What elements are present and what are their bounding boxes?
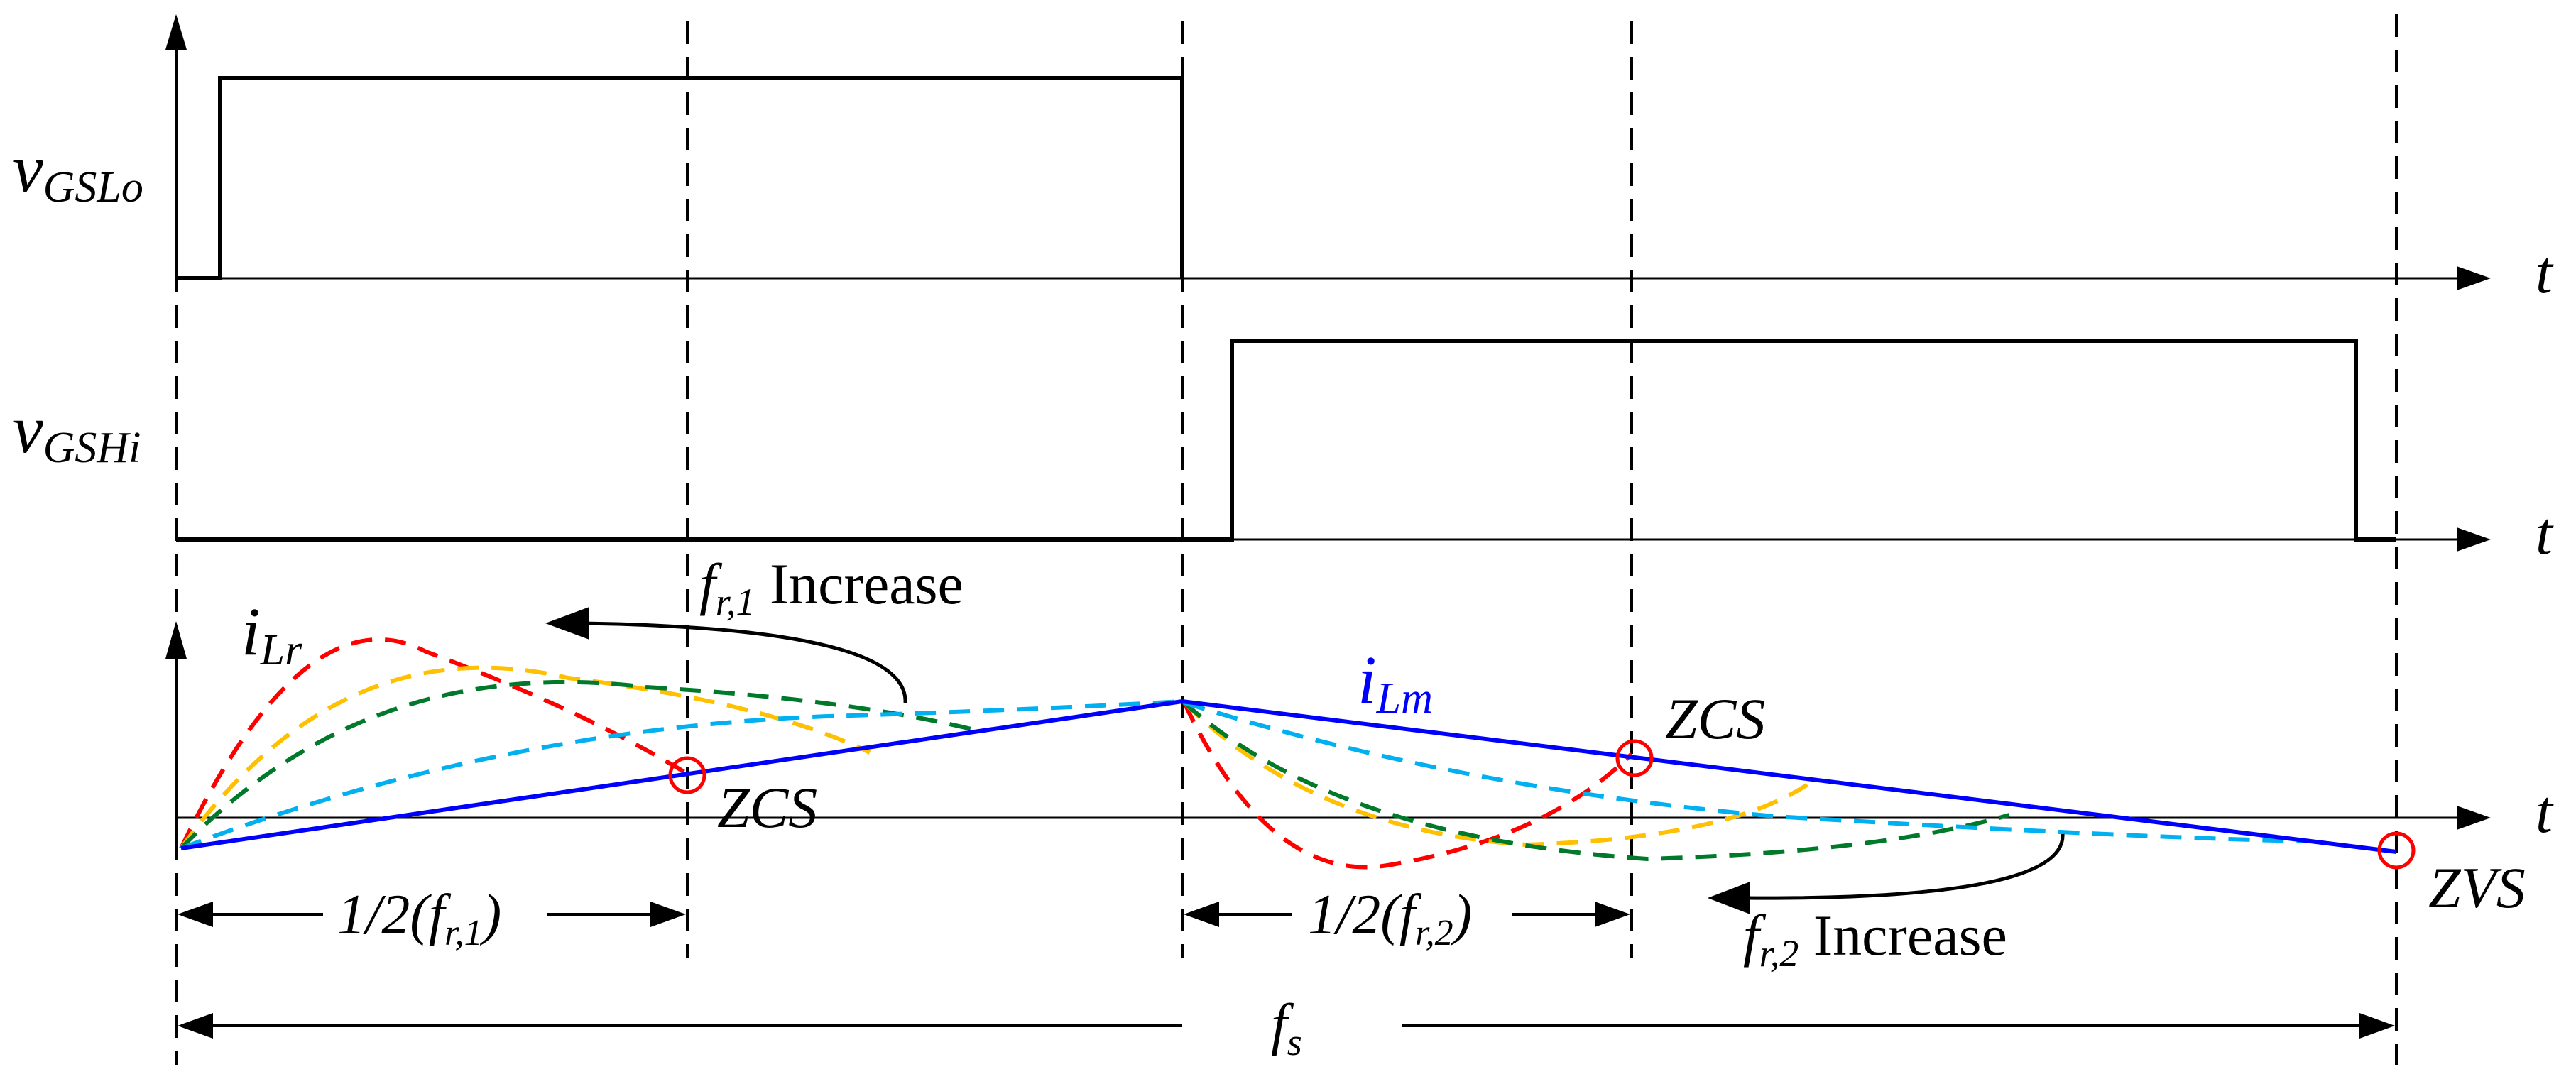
resonant-current-label: iLr <box>241 593 302 674</box>
ilr-curve-cyan-1 <box>180 699 1183 850</box>
time-axis-1-arrow <box>2457 266 2491 290</box>
half-period-1-prefix: 1/2( <box>337 884 432 946</box>
ilr-curve-green-1 <box>179 679 981 850</box>
zcs-marker-1 <box>668 756 706 794</box>
fr2-subscript: r,2 <box>1759 932 1799 975</box>
time-axis-3-arrow <box>2457 806 2491 830</box>
zvs-marker <box>2377 831 2416 870</box>
gate-high-waveform <box>176 339 2396 542</box>
time-label-3: t <box>2536 777 2554 845</box>
half-period-2-suffix: ) <box>1451 884 1473 946</box>
ilm-symbol: i <box>1358 642 1377 718</box>
time-label-2: t <box>2536 499 2554 567</box>
half-period-1-suffix: ) <box>480 884 502 946</box>
fr1-increase-text: Increase <box>755 552 964 616</box>
zcs-label-2: ZCS <box>1665 686 1765 751</box>
v-axis-bottom-arrow <box>165 621 187 659</box>
fs-left-arrow <box>178 1013 213 1039</box>
time-axes <box>176 277 2457 819</box>
ilr-curve-orange-1 <box>179 665 871 850</box>
half-period-1-subscript: r,1 <box>444 913 482 953</box>
fr1-subscript: r,1 <box>716 581 755 623</box>
ilr-curve-orange-2 <box>1182 701 1819 848</box>
ilr-curve-cyan-2 <box>1184 701 2308 843</box>
fr1-increase-arrow-curve <box>582 621 907 703</box>
half-period-1-left-arrow <box>178 902 213 927</box>
zcs-marker-2 <box>1615 739 1654 777</box>
resonant-curves-first-half <box>179 637 1183 850</box>
gate-low-symbol: v <box>13 131 43 207</box>
half-period-2-subscript: r,2 <box>1415 913 1453 953</box>
fs-right-arrow <box>2359 1013 2395 1039</box>
v-axis-top-arrow <box>165 14 187 50</box>
gate-low-waveform <box>176 76 1184 280</box>
gate-high-subscript: GSHi <box>43 424 141 472</box>
time-axis-2-arrow <box>2457 527 2491 552</box>
half-period-2-left-arrow <box>1184 902 1219 927</box>
gate-low-subscript: GSLo <box>43 163 143 212</box>
time-label-1: t <box>2536 238 2554 306</box>
half-period-1-label: 1/2(fr,1) <box>337 884 501 953</box>
fr2-increase-arrowhead <box>1708 882 1750 914</box>
gate-high-label: vGSHi <box>13 391 141 472</box>
half-period-2-right-arrow <box>1595 902 1630 927</box>
zcs-label-1: ZCS <box>717 775 817 840</box>
magnetizing-current-line <box>180 699 2397 854</box>
half-period-2-label: 1/2(fr,2) <box>1308 884 1472 953</box>
half-period-2-prefix: 1/2( <box>1308 884 1402 946</box>
ilr-curve-green-2 <box>1182 701 2010 862</box>
gate-high-symbol: v <box>13 391 43 467</box>
ilr-curve-red-1 <box>179 637 689 850</box>
fs-subscript: s <box>1287 1021 1302 1063</box>
half-period-1-right-arrow <box>650 902 686 927</box>
magnetizing-current-label: iLm <box>1358 642 1433 723</box>
switching-freq-label: fs <box>1271 992 1302 1063</box>
ilm-subscript: Lm <box>1376 674 1433 723</box>
resonant-curves-second-half <box>1182 701 2308 870</box>
ilr-curve-red-2 <box>1182 701 1634 870</box>
gate-low-label: vGSLo <box>13 131 143 212</box>
ilr-subscript: Lr <box>260 626 302 674</box>
fr1-increase-arrowhead <box>545 607 589 640</box>
fr2-increase-label: fr,2 Increase <box>1743 903 2007 975</box>
fr2-increase-arrow-curve <box>1746 833 2065 900</box>
fr1-increase-label: fr,1 Increase <box>699 552 964 623</box>
ilr-symbol: i <box>241 593 261 669</box>
fr2-increase-text: Increase <box>1799 903 2007 968</box>
zvs-label: ZVS <box>2428 855 2526 920</box>
